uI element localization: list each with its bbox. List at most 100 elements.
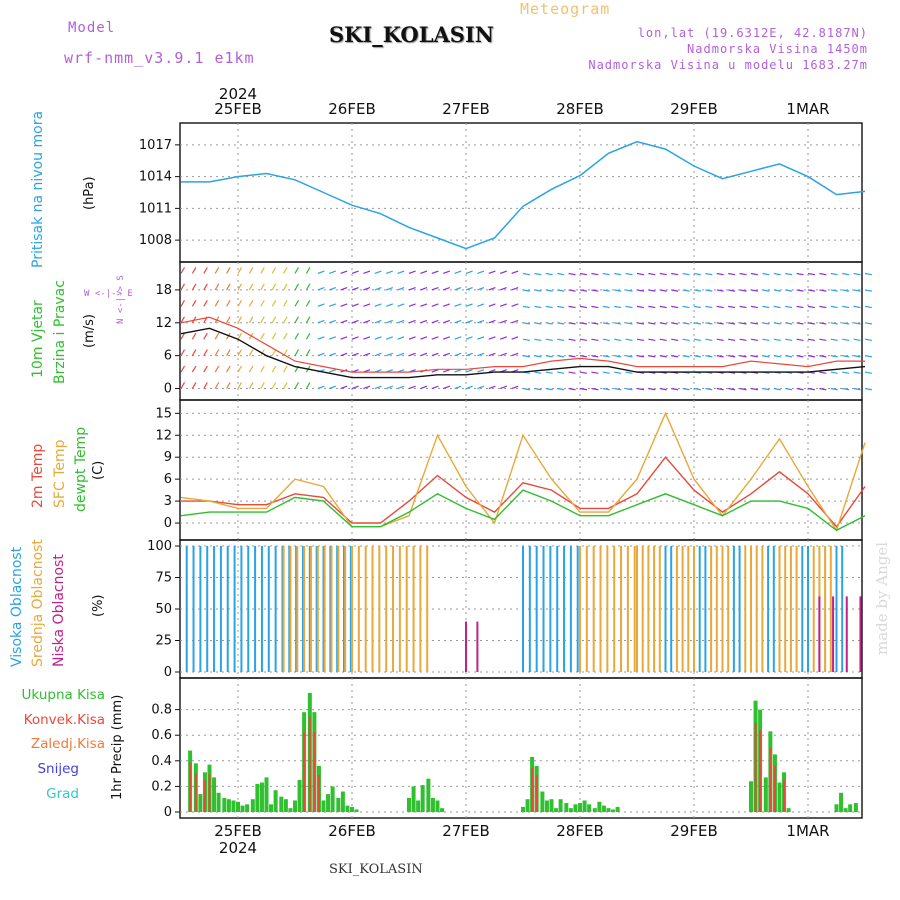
wind-arrow bbox=[819, 272, 827, 276]
precip-bar bbox=[544, 800, 549, 812]
wind-arrow bbox=[625, 322, 633, 325]
y-tick-label: 3 bbox=[164, 494, 172, 509]
wind-arrow bbox=[739, 272, 747, 276]
wind-arrow bbox=[636, 289, 644, 292]
wind-arrow bbox=[363, 303, 371, 307]
wind-arrow bbox=[728, 387, 736, 391]
wind-arrow bbox=[648, 322, 656, 325]
gust-line bbox=[180, 316, 865, 373]
wind-arrow bbox=[864, 322, 872, 325]
wind-arrow bbox=[203, 332, 208, 340]
wind-arrow bbox=[305, 349, 311, 356]
wind-arrow bbox=[431, 303, 439, 307]
wind-arrow bbox=[557, 387, 565, 391]
wind-arrow bbox=[511, 270, 519, 275]
precip-bar bbox=[330, 786, 335, 812]
precip-conv-bar bbox=[317, 775, 320, 812]
precip-bar bbox=[763, 777, 768, 812]
wind-arrow bbox=[477, 270, 485, 275]
wind-arrow bbox=[557, 371, 565, 374]
wind-arrow bbox=[864, 338, 872, 342]
precip-bar bbox=[236, 801, 240, 812]
wind-arrow bbox=[340, 385, 348, 390]
precip-bar bbox=[839, 792, 844, 812]
wind-arrow bbox=[351, 319, 359, 324]
wind-arrow bbox=[340, 319, 348, 324]
wind-arrow bbox=[602, 305, 610, 309]
wind-arrow bbox=[807, 322, 815, 325]
wind-arrow bbox=[625, 272, 633, 276]
wind-arrow bbox=[602, 338, 610, 342]
wind-arrow bbox=[385, 303, 393, 307]
wind-arrow bbox=[248, 267, 254, 274]
precip-bar bbox=[558, 799, 563, 812]
wind-arrow bbox=[842, 338, 850, 342]
wind-arrow bbox=[522, 272, 530, 276]
precip-bar bbox=[407, 797, 411, 812]
wind-arrow bbox=[659, 289, 667, 292]
precip-bar bbox=[568, 808, 573, 812]
wind-arrow bbox=[271, 382, 277, 389]
panel-frame bbox=[179, 677, 863, 819]
wind-arrow bbox=[853, 305, 861, 309]
wind-arrow bbox=[545, 305, 553, 309]
wind-arrow bbox=[499, 319, 507, 324]
wind-arrow bbox=[465, 369, 473, 373]
wind-arrow bbox=[328, 303, 336, 307]
wind-arrow bbox=[351, 303, 359, 307]
wind-arrow bbox=[762, 272, 770, 276]
pressure-panel: 1008 1011 1014 1017 bbox=[139, 122, 866, 263]
legend-total-rain: Ukupna Kisa bbox=[21, 687, 105, 703]
wind-arrow bbox=[728, 338, 736, 342]
wind-arrow bbox=[545, 371, 553, 374]
wind-arrow bbox=[534, 371, 542, 374]
wind-arrow bbox=[785, 272, 793, 276]
wind-arrow bbox=[488, 270, 496, 275]
wind-arrow bbox=[773, 355, 781, 358]
wind-arrow bbox=[499, 385, 507, 390]
wind-arrow bbox=[750, 322, 758, 325]
wind-arrow bbox=[283, 267, 288, 274]
wind-arrow bbox=[317, 385, 325, 390]
wind-arrow bbox=[420, 336, 428, 340]
wind-arrow bbox=[237, 299, 243, 307]
wind-arrow bbox=[214, 267, 220, 274]
wind-arrow bbox=[374, 336, 382, 340]
precip-conv-bar bbox=[754, 722, 757, 812]
precip-bar bbox=[283, 799, 288, 812]
wind-panel: 0 6 12 18 bbox=[155, 261, 872, 401]
wind-arrow bbox=[351, 336, 359, 340]
model-label: Model bbox=[68, 20, 116, 36]
wind-arrow bbox=[237, 267, 243, 274]
wind-arrow bbox=[557, 355, 565, 358]
wind-arrow bbox=[442, 352, 450, 357]
precip-bar bbox=[564, 803, 569, 812]
y-tick-label: 0 bbox=[164, 516, 172, 531]
wind-arrow bbox=[454, 319, 462, 324]
wind-arrow bbox=[465, 270, 473, 275]
wind-arrow bbox=[568, 305, 576, 309]
sfc-temp-line bbox=[180, 411, 866, 532]
precip-bar bbox=[777, 782, 782, 812]
wind-arrow bbox=[442, 303, 450, 307]
wind-arrow bbox=[499, 352, 507, 357]
wind-arrow bbox=[568, 387, 576, 391]
wind-arrow bbox=[648, 338, 656, 342]
wind-arrow bbox=[248, 299, 254, 307]
wind-arrow bbox=[785, 387, 793, 391]
wind-arrow bbox=[864, 289, 872, 292]
bottom-date-label: 28FEB bbox=[556, 822, 603, 840]
wind-arrow bbox=[682, 305, 690, 309]
wind-arrow bbox=[568, 371, 576, 374]
wind-arrow bbox=[602, 322, 610, 325]
wind-arrow bbox=[522, 387, 530, 391]
y-tick-label: 0 bbox=[164, 382, 172, 397]
wind-arrow bbox=[477, 336, 485, 340]
precip-conv-bar bbox=[759, 730, 762, 812]
precip-bar bbox=[749, 781, 753, 812]
precip-bar bbox=[259, 782, 264, 812]
wind-arrow bbox=[488, 319, 496, 324]
wind-arrow bbox=[340, 352, 348, 357]
wind-arrow bbox=[591, 371, 599, 374]
wind-arrow bbox=[477, 303, 485, 307]
